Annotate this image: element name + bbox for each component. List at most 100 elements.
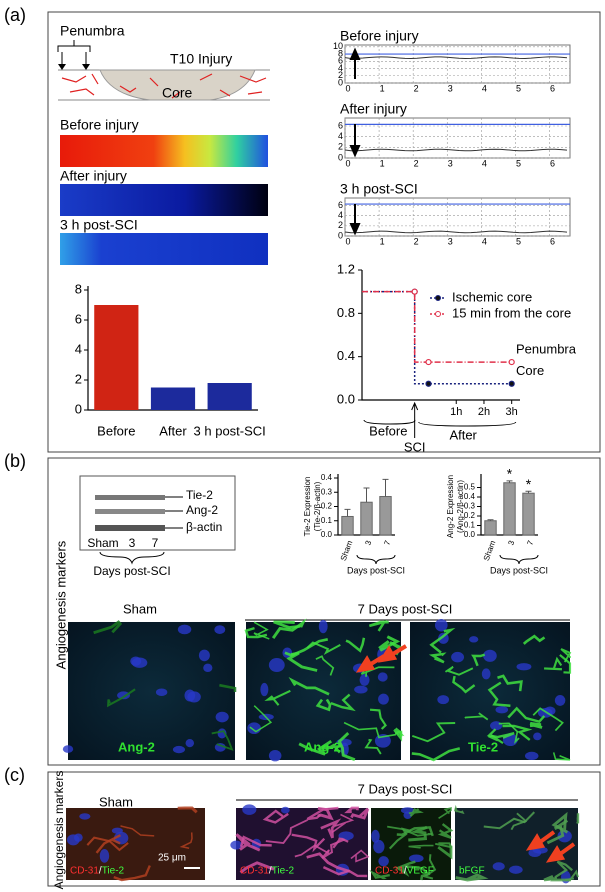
fiber <box>429 627 456 654</box>
x-tick-label: 3 <box>448 158 453 168</box>
fiber <box>219 683 237 692</box>
fiber <box>343 721 397 739</box>
band-label: Ang-2 <box>186 503 218 517</box>
marker <box>425 358 432 366</box>
trace-title: Before injury <box>340 28 419 44</box>
nucleus <box>242 804 257 815</box>
nucleus <box>99 848 110 863</box>
trace-title: After injury <box>340 101 407 117</box>
lane-label: 7 <box>152 536 159 550</box>
y-tick-label: 0.2 <box>464 511 476 520</box>
fiber <box>107 688 136 708</box>
fiber <box>444 665 474 676</box>
y-tick-label: 0.2 <box>321 502 333 511</box>
fiber <box>239 835 272 848</box>
nucleus <box>516 663 532 671</box>
nucleus <box>260 682 269 697</box>
y-tick-label: 8 <box>338 48 343 58</box>
image-label: VEGF <box>407 866 434 877</box>
nucleus <box>66 834 80 846</box>
nucleus <box>203 663 213 673</box>
bar <box>503 482 516 536</box>
nucleus <box>371 829 380 843</box>
scale-bar-label: 25 μm <box>158 853 186 864</box>
y-tick-label: 4 <box>338 63 343 73</box>
y-tick-label: 0.0 <box>464 530 476 539</box>
marker <box>508 358 515 366</box>
fiber <box>306 852 351 873</box>
arrow <box>349 47 361 79</box>
nucleus <box>268 658 285 672</box>
image-label: Ang-2 <box>118 739 155 754</box>
nucleus <box>354 685 368 694</box>
legend-label: 15 min from the core <box>452 305 571 320</box>
y-tick-label: 0.0 <box>321 530 333 539</box>
side-label: Angiogenesis markers <box>52 771 66 890</box>
x-tick-label: 0 <box>345 236 350 246</box>
fiber <box>344 806 359 814</box>
heatmap-title: After injury <box>60 168 127 184</box>
nucleus <box>469 636 479 643</box>
schematic-label: Core <box>162 85 193 101</box>
band-label: β-actin <box>186 520 222 534</box>
brace <box>418 421 517 427</box>
nucleus <box>554 695 566 706</box>
fiber <box>235 833 261 852</box>
nucleus <box>177 624 192 635</box>
image-label: Ang-2 <box>304 739 341 754</box>
nucleus <box>495 706 509 714</box>
annotation: Before <box>369 423 407 438</box>
nucleus <box>230 840 243 850</box>
x-tick-label: 2 <box>414 236 419 246</box>
fiber <box>498 722 520 744</box>
nucleus <box>247 722 261 735</box>
trace <box>344 230 568 234</box>
y-tick-label: 0.3 <box>464 502 476 511</box>
nucleus <box>214 625 226 634</box>
fiber <box>552 752 571 761</box>
fiber <box>464 712 489 721</box>
lane-label: Sham <box>87 536 118 550</box>
x-tick-label: After <box>159 423 187 438</box>
fiber <box>411 747 461 762</box>
fiber <box>177 806 198 814</box>
error-bar <box>382 478 389 497</box>
nucleus <box>185 739 195 748</box>
bar <box>360 501 373 536</box>
x-tick-label: Sham <box>339 539 355 562</box>
nucleus <box>524 751 539 761</box>
x-tick-label: 3 <box>363 539 373 547</box>
y-tick-label: 4 <box>338 210 343 220</box>
micrograph <box>68 622 235 760</box>
bar <box>484 520 497 536</box>
fiber <box>437 823 454 839</box>
fiber <box>253 621 270 640</box>
fiber <box>560 648 572 663</box>
fiber <box>422 854 437 880</box>
heatmap <box>60 135 268 167</box>
legend-label: Ischemic core <box>452 289 532 304</box>
fiber <box>393 727 403 742</box>
nucleus <box>528 848 542 858</box>
x-tick-label: 3 h post-SCI <box>194 423 266 438</box>
fiber <box>369 708 387 730</box>
x-tick-label: 0 <box>345 83 350 93</box>
y-tick-label: 2 <box>75 371 82 386</box>
fiber <box>532 707 564 732</box>
x-tick-label: 3h <box>506 406 518 418</box>
nucleus <box>509 865 523 874</box>
panel-frame <box>47 457 601 766</box>
fiber <box>265 819 308 844</box>
x-tick-label: 7 <box>382 539 392 547</box>
nucleus <box>268 749 282 762</box>
panel-label: (c) <box>4 765 25 785</box>
group-label: Sham <box>123 601 157 616</box>
x-tick-label: 5 <box>516 236 521 246</box>
value-label: * <box>526 476 532 492</box>
fiber <box>262 809 289 824</box>
image-label: CD-31 <box>240 866 269 877</box>
annotation: Core <box>516 363 544 378</box>
x-axis-label: Days post-SCI <box>490 565 548 575</box>
brace <box>363 419 416 425</box>
